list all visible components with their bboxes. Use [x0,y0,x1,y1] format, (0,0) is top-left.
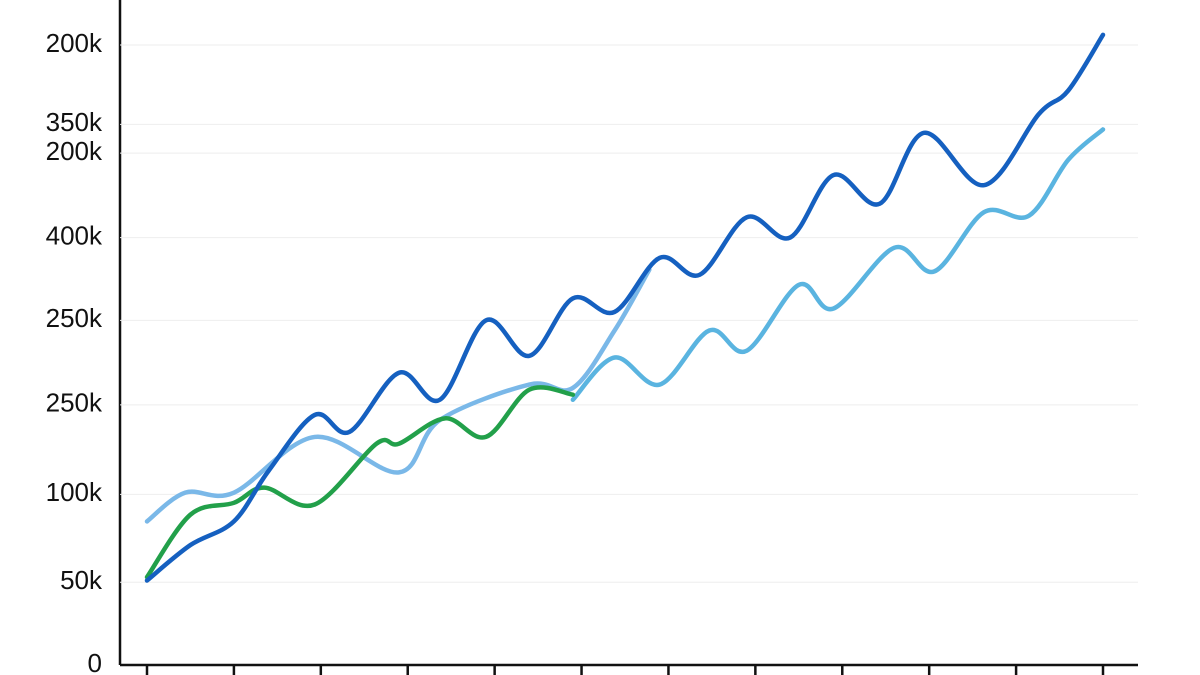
series-line [144,32,1106,583]
y-tick-label: 400k [46,220,103,250]
y-tick-label: 200k [46,28,103,58]
y-tick-label: 100k [46,477,103,507]
y-tick-label: 350k [46,107,103,137]
series-line [570,127,1106,403]
y-tick-label: 250k [46,303,103,333]
y-tick-label: 200k [46,136,103,166]
y-tick-label: 250k [46,388,103,418]
y-tick-label: 50k [60,565,103,595]
series-line [144,385,576,580]
y-tick-label: 0 [88,648,102,675]
series-line [144,267,652,524]
